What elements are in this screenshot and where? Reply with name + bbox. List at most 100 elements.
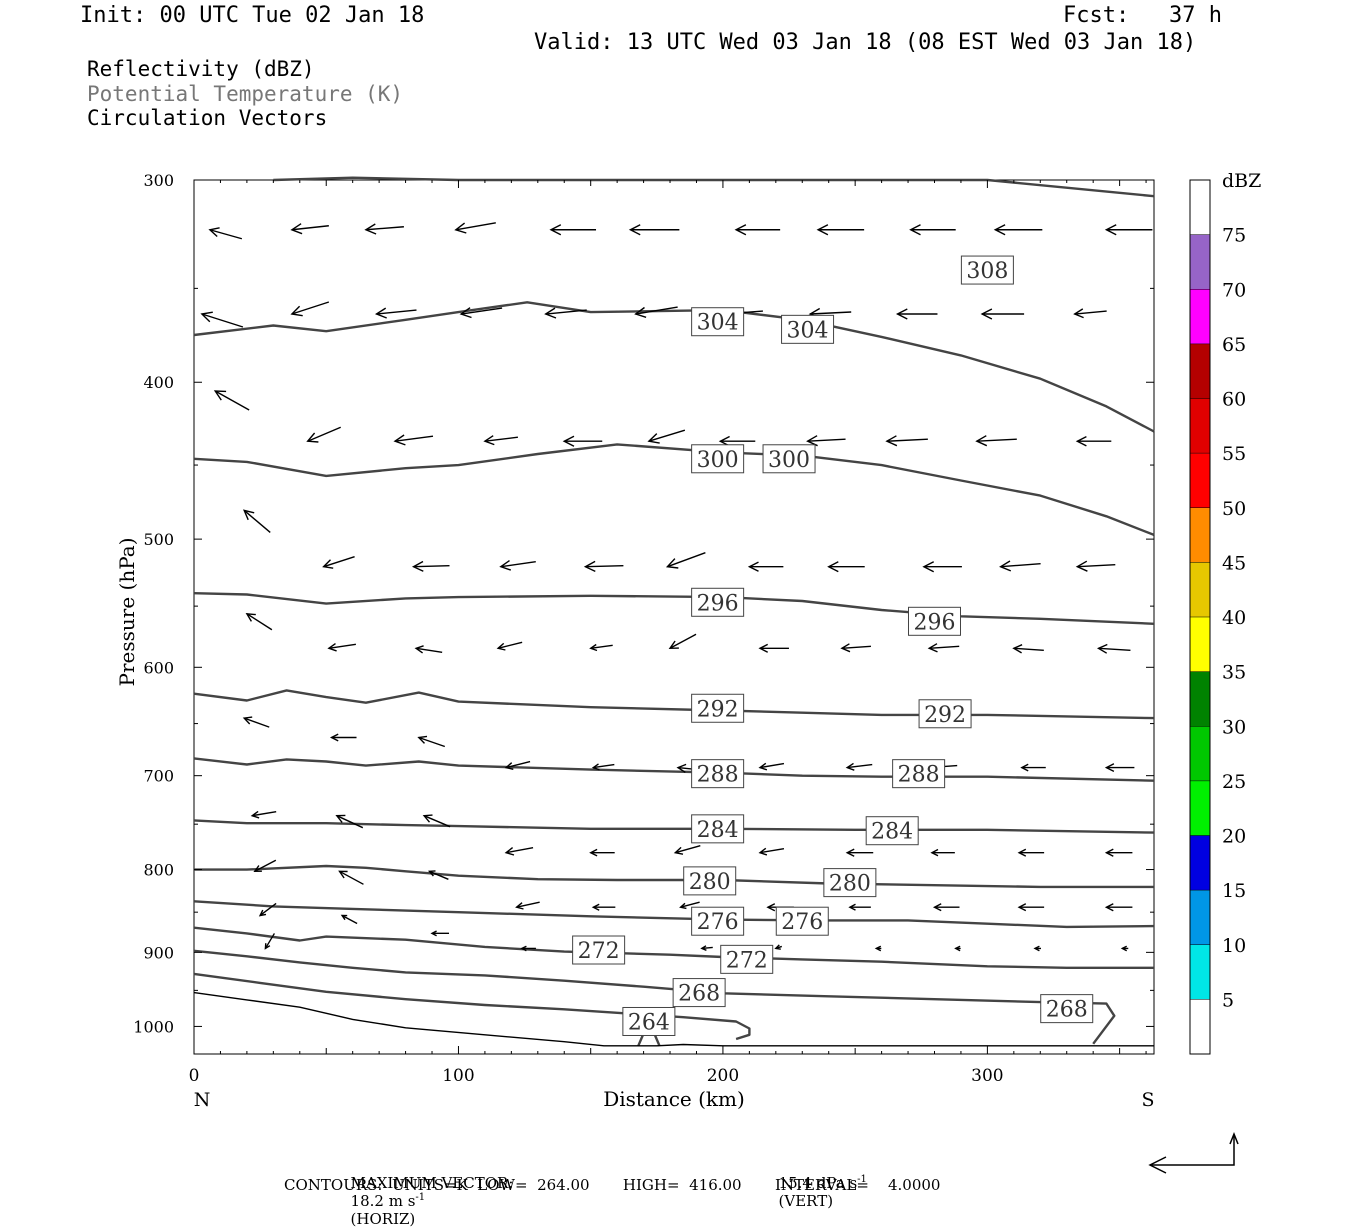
vector-head (504, 847, 515, 856)
colorbar-band (1190, 562, 1210, 617)
vector-head (927, 643, 938, 653)
colorbar-label: 45 (1222, 552, 1246, 574)
circulation-vector (1073, 308, 1107, 319)
vector-head (1104, 763, 1115, 773)
vector-head (208, 227, 220, 238)
circulation-vector (980, 308, 1025, 320)
vector-head (290, 223, 303, 235)
colorbar-band (1190, 726, 1210, 781)
circulation-vector (975, 435, 1017, 447)
vector-head (242, 716, 253, 725)
circulation-vector (459, 307, 503, 319)
vector-head (895, 308, 908, 320)
contour-label-box (691, 587, 745, 617)
circulation-vector (1075, 560, 1116, 572)
vector-head (885, 435, 898, 447)
circulation-vector (562, 435, 603, 447)
circulation-vector (1017, 848, 1045, 857)
contour-label-text: 308 (966, 259, 1008, 284)
circulation-vector (496, 641, 523, 651)
circulation-vector (668, 633, 697, 650)
contour-label-box (1040, 994, 1094, 1024)
contour-label-text: 300 (768, 448, 810, 473)
vector-head (411, 560, 424, 572)
contour-label-text: 264 (628, 1010, 670, 1035)
vector-head (393, 434, 406, 446)
vector-head (1120, 945, 1128, 952)
y-tick-label: 700 (143, 767, 174, 786)
circulation-vector (430, 930, 450, 937)
vector-shaft (365, 226, 404, 231)
vector-head (758, 762, 768, 771)
vector-head (1033, 945, 1040, 952)
vector-head (414, 645, 424, 654)
vector-shaft (201, 313, 244, 328)
circulation-vector (589, 643, 613, 652)
y-tick-label: 300 (143, 171, 174, 190)
vector-head (422, 814, 433, 823)
colorbar-label: 30 (1222, 716, 1246, 738)
vector-head (1017, 903, 1027, 912)
vector-shaft (1013, 647, 1044, 651)
vector-head (848, 903, 856, 911)
vector-head (290, 305, 303, 317)
vector-shaft (291, 301, 330, 315)
circulation-vector (515, 901, 540, 910)
vector-shaft (759, 847, 785, 854)
vector-shaft (413, 564, 450, 568)
circulation-vector (1104, 903, 1133, 912)
circulation-vector (895, 308, 938, 320)
contour-labels: 308 304 304 300 300 296 296 292 292 288 288 284 284 2… (572, 255, 1094, 1036)
contour-label-box (781, 314, 835, 344)
vector-shaft (976, 438, 1017, 442)
colorbar-label: 15 (1222, 880, 1246, 902)
contour-label: 264 (622, 1006, 676, 1036)
colorbar-band (1190, 944, 1210, 1000)
contour-label-box (960, 255, 1014, 285)
circulation-vector (1017, 903, 1045, 912)
circulation-vector (874, 945, 882, 952)
circulation-vector (679, 901, 700, 910)
circulation-vector (909, 224, 956, 236)
circulation-vector (306, 426, 341, 443)
vector-shaft (394, 435, 434, 442)
colorbar-band (1190, 890, 1210, 945)
vector-shaft (328, 643, 356, 649)
vector-head (647, 433, 660, 444)
circulation-vector (549, 224, 597, 236)
vector-head (766, 903, 776, 912)
vector-head (1073, 308, 1084, 319)
vector-head (679, 902, 687, 910)
vector-shaft (214, 390, 250, 411)
vector-shaft (680, 901, 700, 908)
circulation-vector (483, 435, 518, 446)
circulation-vector (322, 556, 355, 569)
contour-label: 296 (907, 606, 961, 636)
vector-shaft (461, 307, 503, 315)
vector-head (427, 870, 436, 877)
circulation-vector (758, 762, 785, 771)
colorbar-label: 60 (1222, 389, 1246, 411)
vector-head (806, 435, 818, 447)
x-axis-title: Distance (km) (603, 1087, 745, 1111)
circulation-vector (848, 903, 871, 911)
vector-shaft (423, 815, 451, 828)
contour-label: 308 (960, 255, 1014, 285)
contour-label-text: 304 (697, 311, 739, 336)
vector-head (338, 870, 348, 879)
contour-label-box (691, 693, 745, 723)
theta-contour-288 (193, 757, 1155, 782)
circulation-vector (747, 561, 784, 572)
circulation-vector (845, 762, 873, 771)
circulation-vector (1096, 643, 1131, 654)
contour-label-text: 284 (697, 818, 739, 843)
circulation-vector (520, 945, 536, 952)
vector-head (634, 306, 647, 318)
vector-head (374, 307, 387, 319)
circulation-vector (930, 848, 955, 857)
circulation-vector (665, 552, 706, 569)
theta-contour-304 (193, 301, 1155, 433)
contour-label-text: 296 (697, 591, 739, 616)
vector-shaft (590, 644, 613, 649)
vector-shaft (635, 306, 678, 315)
